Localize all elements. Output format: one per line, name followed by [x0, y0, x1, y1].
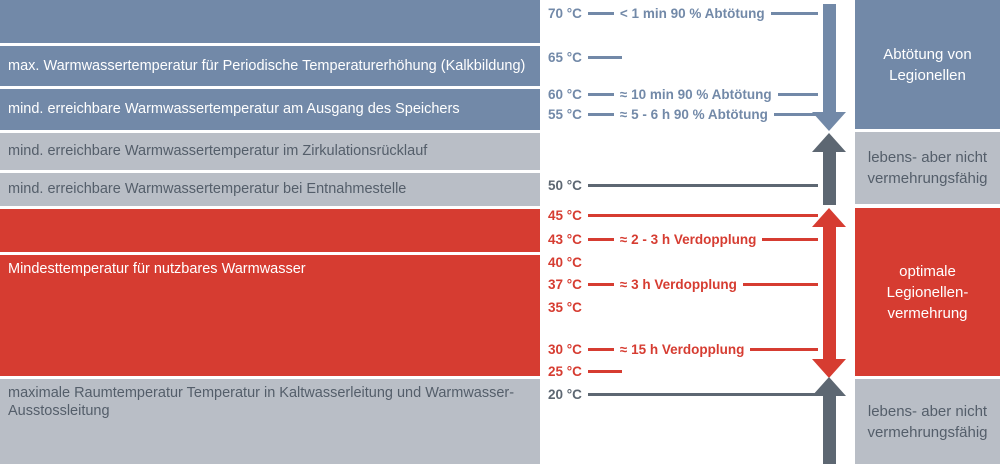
- duration-note: ≈ 2 - 3 h Verdopplung: [619, 231, 757, 247]
- temperature-label: 30 °C: [548, 341, 582, 357]
- connector-line: [587, 347, 614, 351]
- connector-line: [587, 11, 614, 15]
- scale-mark: 40 °C: [548, 254, 818, 270]
- scale-line-short: [587, 369, 622, 373]
- scale-line: [762, 237, 818, 241]
- temperature-label: 65 °C: [548, 49, 582, 65]
- temperature-label: 55 °C: [548, 106, 582, 122]
- temperature-label: 50 °C: [548, 177, 582, 193]
- requirement-band: mind. erreichbare Warmwassertemperatur i…: [0, 133, 540, 170]
- zone-block: lebens- aber nicht vermehrungsfähig: [855, 132, 1000, 204]
- requirement-label: mind. erreichbare Warmwassertemperatur i…: [8, 143, 428, 160]
- scale-line: [750, 347, 818, 351]
- scale-mark: 35 °C: [548, 299, 818, 315]
- scale-mark: 37 °C ≈ 3 h Verdopplung: [548, 276, 818, 292]
- connector-line: [587, 92, 614, 96]
- scale-mark: 20 °C: [548, 386, 818, 402]
- temperature-label: 37 °C: [548, 276, 582, 292]
- requirement-label: max. Warmwassertemperatur für Periodisch…: [8, 57, 526, 74]
- zone-block: Abtötung von Legionellen: [855, 0, 1000, 129]
- arrow-head-up-dormant-lower-arrow: [812, 377, 846, 396]
- temperature-label: 20 °C: [548, 386, 582, 402]
- duration-note: < 1 min 90 % Abtötung: [619, 5, 765, 21]
- requirement-band: max. Warmwassertemperatur für Periodisch…: [0, 46, 540, 86]
- scale-mark: 55 °C ≈ 5 - 6 h 90 % Abtötung: [548, 106, 818, 122]
- requirement-band: Mindesttemperatur für nutzbares Warmwass…: [0, 255, 540, 376]
- scale-line: [587, 392, 818, 396]
- scale-mark: 50 °C: [548, 177, 818, 193]
- scale-line: [773, 112, 818, 116]
- arrow-head-down-kill-zone-arrow: [812, 112, 846, 131]
- scale-mark: 25 °C: [548, 363, 818, 379]
- duration-note: ≈ 15 h Verdopplung: [619, 341, 745, 357]
- duration-note: ≈ 5 - 6 h 90 % Abtötung: [619, 106, 768, 122]
- arrow-bar-kill-zone-arrow: [822, 4, 836, 112]
- duration-note: ≈ 10 min 90 % Abtötung: [619, 86, 772, 102]
- duration-note: ≈ 3 h Verdopplung: [619, 276, 737, 292]
- temperature-label: 60 °C: [548, 86, 582, 102]
- arrow-bar-dormant-upper-arrow: [822, 152, 836, 205]
- requirement-band: [0, 209, 540, 252]
- scale-mark: 43 °C ≈ 2 - 3 h Verdopplung: [548, 231, 818, 247]
- temperature-label: 40 °C: [548, 254, 582, 270]
- scale-mark: 45 °C: [548, 207, 818, 223]
- arrow-head-up-dormant-upper-arrow: [812, 133, 846, 152]
- zone-label: Abtötung von Legionellen: [883, 45, 972, 84]
- scale-mark: 70 °C < 1 min 90 % Abtötung: [548, 5, 818, 21]
- scale-mark: 60 °C ≈ 10 min 90 % Abtötung: [548, 86, 818, 102]
- connector-line: [587, 112, 614, 116]
- zone-label: lebens- aber nicht vermehrungsfähig: [867, 402, 988, 441]
- requirement-band: mind. erreichbare Warmwassertemperatur a…: [0, 89, 540, 130]
- temperature-label: 45 °C: [548, 207, 582, 223]
- zone-block: optimale Legionellen- vermehrung: [855, 208, 1000, 376]
- scale-line: [742, 282, 818, 286]
- requirement-label: Mindesttemperatur für nutzbares Warmwass…: [8, 261, 306, 277]
- connector-line: [587, 237, 614, 241]
- zone-label: optimale Legionellen- vermehrung: [886, 262, 969, 322]
- connector-line: [587, 282, 614, 286]
- scale-line: [770, 11, 818, 15]
- temperature-label: 43 °C: [548, 231, 582, 247]
- arrow-bar-growth-zone-arrow: [822, 227, 836, 359]
- temperature-label: 35 °C: [548, 299, 582, 315]
- requirement-label: maximale Raumtemperatur Temperatur in Ka…: [8, 385, 515, 420]
- temperature-label: 70 °C: [548, 5, 582, 21]
- scale-mark: 30 °C ≈ 15 h Verdopplung: [548, 341, 818, 357]
- arrow-head-down-growth-zone-arrow: [812, 359, 846, 378]
- arrow-bar-dormant-lower-arrow: [822, 396, 836, 464]
- zone-label: lebens- aber nicht vermehrungsfähig: [867, 149, 988, 187]
- scale-line: [587, 183, 818, 187]
- scale-line: [587, 213, 818, 217]
- requirement-band: mind. erreichbare Warmwassertemperatur b…: [0, 173, 540, 206]
- scale-line: [777, 92, 818, 96]
- scale-mark: 65 °C: [548, 49, 818, 65]
- requirement-band: [0, 0, 540, 43]
- zone-block: lebens- aber nicht vermehrungsfähig: [855, 379, 1000, 464]
- requirement-band: maximale Raumtemperatur Temperatur in Ka…: [0, 379, 540, 464]
- temperature-label: 25 °C: [548, 363, 582, 379]
- arrow-head-up-growth-zone-arrow: [812, 208, 846, 227]
- scale-line-short: [587, 55, 622, 59]
- requirement-label: mind. erreichbare Warmwassertemperatur b…: [8, 181, 407, 198]
- requirement-label: mind. erreichbare Warmwassertemperatur a…: [8, 101, 460, 118]
